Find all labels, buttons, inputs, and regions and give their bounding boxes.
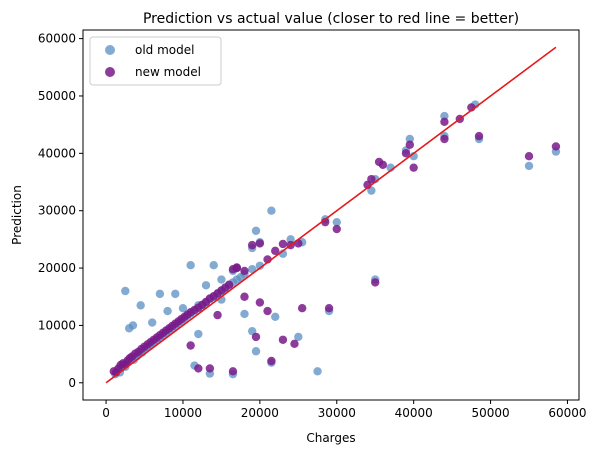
scatter-point (186, 341, 195, 350)
scatter-point (440, 117, 449, 126)
y-tick-label: 40000 (38, 146, 76, 160)
y-tick-label: 50000 (38, 89, 76, 103)
scatter-point (136, 301, 145, 310)
scatter-point (224, 280, 234, 289)
y-tick-label: 20000 (38, 261, 76, 275)
scatter-point (205, 364, 215, 373)
scatter-point (551, 142, 561, 151)
x-axis-label: Charges (306, 431, 355, 445)
scatter-point (278, 335, 288, 344)
scatter-point (251, 332, 261, 342)
scatter-point (271, 246, 280, 256)
scatter-point (409, 163, 418, 172)
y-tick-label: 10000 (38, 318, 76, 332)
scatter-point (155, 289, 165, 299)
chart-title: Prediction vs actual value (closer to re… (143, 11, 519, 27)
legend-marker-old-model (105, 45, 115, 55)
scatter-point (217, 275, 226, 284)
scatter-point (324, 304, 334, 313)
scatter-point (232, 263, 241, 273)
x-axis: 0 10000 20000 30000 40000 50000 60000 (102, 400, 587, 420)
scatter-point (240, 266, 249, 276)
scatter-point (121, 286, 130, 296)
x-tick-label: 50000 (471, 406, 509, 420)
scatter-point (163, 306, 172, 316)
scatter-point (440, 134, 449, 144)
y-tick-label: 0 (68, 376, 76, 390)
x-tick-label: 10000 (164, 406, 202, 420)
x-tick-label: 20000 (241, 406, 279, 420)
scatter-point (332, 224, 341, 234)
scatter-point (332, 217, 341, 227)
scatter-point (251, 226, 261, 235)
x-tick-label: 60000 (548, 406, 586, 420)
scatter-point (267, 206, 276, 215)
scatter-point (124, 324, 134, 333)
scatter-point (201, 281, 211, 290)
y-tick-label: 60000 (38, 32, 76, 46)
scatter-point (524, 161, 534, 171)
scatter-point (240, 292, 249, 301)
scatter-point (186, 260, 195, 270)
scatter-point (209, 260, 218, 270)
legend-marker-new-model (105, 67, 115, 77)
scatter-point (194, 329, 203, 339)
scatter-point (278, 239, 288, 249)
legend-label-new-model: new model (135, 65, 201, 79)
scatter-point (405, 140, 415, 149)
x-tick-label: 0 (102, 406, 110, 420)
scatter-point (267, 356, 276, 366)
scatter-point (271, 312, 280, 322)
scatter-point (371, 278, 380, 287)
scatter-point (294, 332, 303, 342)
scatter-point (313, 367, 322, 376)
line-layer (105, 46, 557, 384)
scatter-point (367, 174, 376, 184)
scatter-point (401, 149, 411, 158)
scatter-point (263, 306, 272, 316)
scatter-point (297, 304, 307, 313)
scatter-point (474, 131, 484, 141)
scatter-point (255, 239, 265, 248)
scatter-point (255, 261, 265, 270)
scatter-point (213, 310, 222, 320)
scatter-point (240, 309, 249, 319)
x-tick-label: 30000 (318, 406, 356, 420)
scatter-point (178, 304, 188, 313)
scatter-point (378, 160, 388, 170)
reference-line (105, 46, 557, 384)
y-axis: 0 10000 20000 30000 40000 50000 60000 (38, 32, 83, 390)
legend-label-old-model: old model (135, 43, 194, 57)
scatter-point (171, 289, 180, 299)
x-tick-label: 40000 (395, 406, 433, 420)
scatter-point (251, 347, 261, 356)
points-layer (109, 100, 561, 379)
scatter-point (194, 364, 203, 373)
scatter-point (247, 240, 257, 250)
legend-box (89, 36, 222, 86)
y-axis-label: Prediction (10, 185, 24, 245)
scatter-point (294, 239, 303, 248)
scatter-point (255, 298, 265, 307)
scatter-point (290, 339, 299, 348)
scatter-point (524, 152, 534, 161)
plot-frame (82, 29, 580, 401)
y-tick-label: 30000 (38, 204, 76, 218)
scatter-point (228, 367, 238, 376)
scatter-point (148, 318, 157, 327)
legend: old model new model (89, 36, 222, 86)
